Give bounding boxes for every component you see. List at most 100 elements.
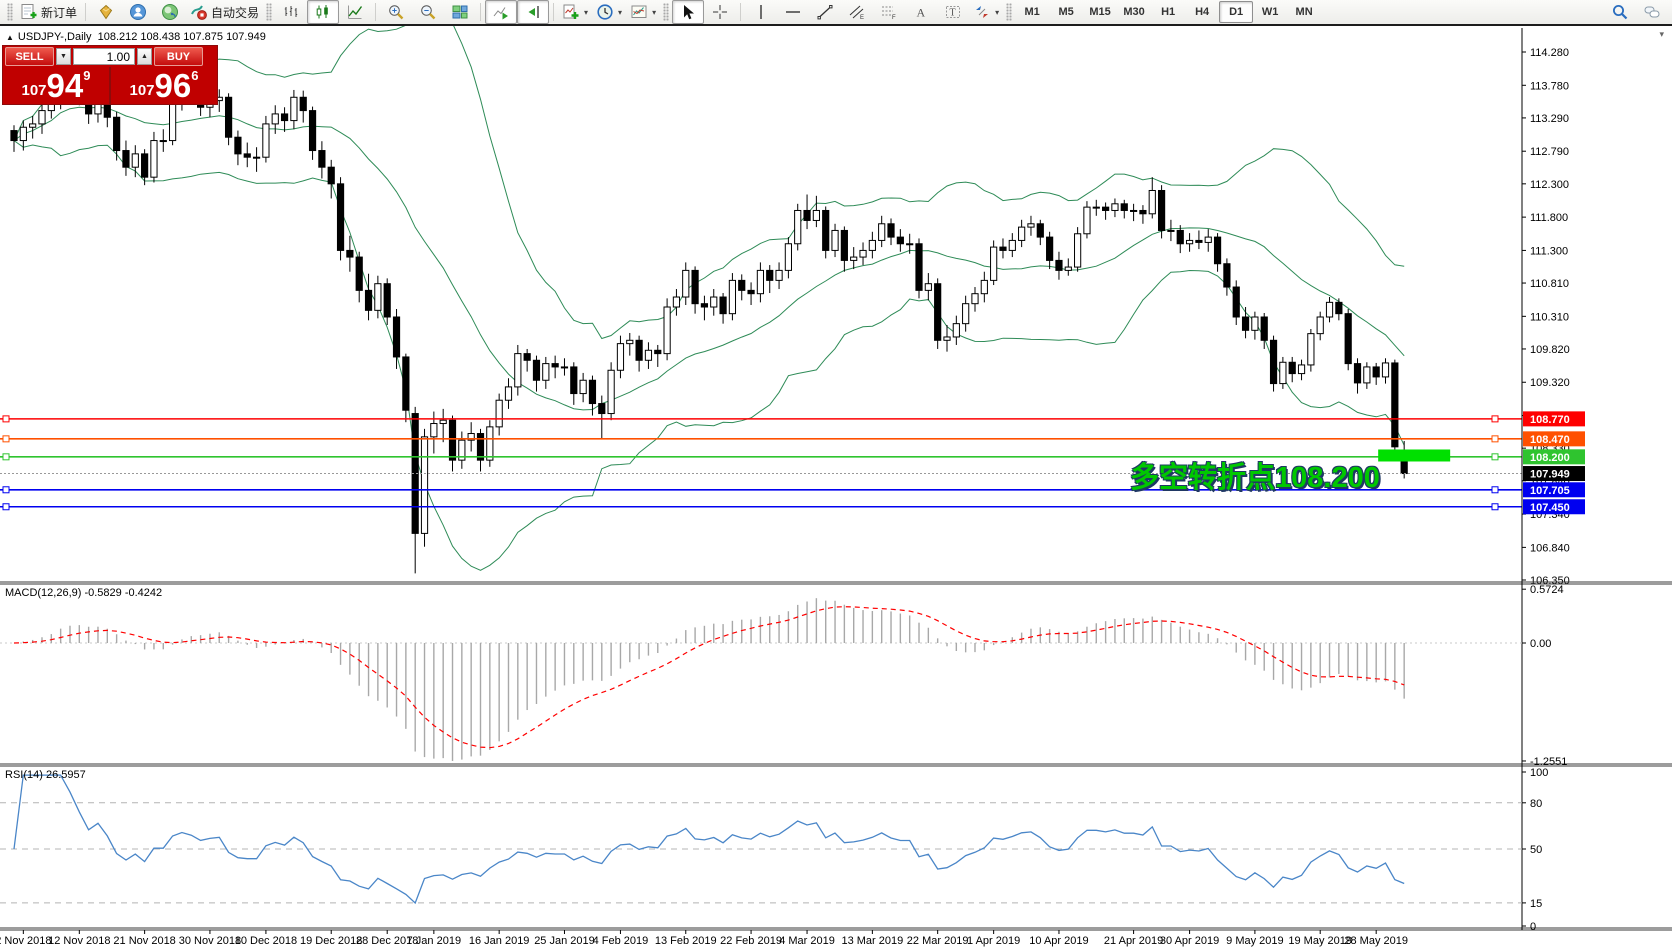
bar-chart-button[interactable]: [275, 0, 307, 24]
periods-caret[interactable]: ▾: [618, 7, 623, 17]
tile-windows-icon: [452, 5, 468, 19]
fibonacci-button[interactable]: F: [873, 0, 905, 24]
svg-text:28 May 2019: 28 May 2019: [1344, 935, 1408, 947]
timeframe-button-H1[interactable]: H1: [1161, 6, 1176, 18]
svg-text:106.840: 106.840: [1530, 542, 1570, 554]
bid-price-pipette: 9: [83, 68, 91, 83]
horizontal-line-icon: [786, 11, 801, 13]
timeframe-button-M5[interactable]: M5: [1058, 6, 1074, 18]
community-button[interactable]: [122, 0, 154, 24]
cursor-arrow-icon: [684, 5, 695, 20]
buy-button[interactable]: BUY: [154, 47, 203, 66]
market-button[interactable]: [90, 0, 122, 24]
svg-text:13 Feb 2019: 13 Feb 2019: [655, 935, 717, 947]
volume-decrease-button[interactable]: ▼: [56, 48, 71, 65]
text-label-button[interactable]: T: [937, 0, 969, 24]
periods-button[interactable]: ▾: [592, 0, 626, 24]
svg-text:T: T: [950, 8, 956, 19]
svg-text:100: 100: [1530, 767, 1548, 779]
zoom-out-button[interactable]: [412, 0, 444, 24]
ask-price-big-digits: 96: [154, 67, 192, 104]
vertical-line-button[interactable]: [745, 0, 777, 24]
volume-increase-button[interactable]: ▲: [137, 48, 152, 65]
trendline-button[interactable]: [809, 0, 841, 24]
svg-text:108.200: 108.200: [1530, 452, 1570, 464]
svg-text:107.949: 107.949: [1530, 469, 1570, 481]
equidistant-channel-button[interactable]: E: [841, 0, 873, 24]
timeframe-button-H4[interactable]: H4: [1195, 6, 1210, 18]
signals-button[interactable]: [154, 0, 186, 24]
zoom-in-icon: [389, 5, 404, 20]
svg-text:A: A: [917, 6, 926, 20]
svg-text:19 May 2019: 19 May 2019: [1288, 935, 1352, 947]
svg-text:12 Nov 2018: 12 Nov 2018: [48, 935, 110, 947]
timeframe-button-D1[interactable]: D1: [1219, 1, 1254, 23]
svg-text:22 Mar 2019: 22 Mar 2019: [907, 935, 969, 947]
ask-price-display[interactable]: 107 96 6: [111, 67, 217, 104]
svg-text:50: 50: [1530, 844, 1542, 856]
search-button[interactable]: [1604, 0, 1636, 24]
community-person-icon: [130, 4, 147, 20]
new-order-label: 新订单: [41, 5, 78, 20]
auto-scroll-button[interactable]: [485, 0, 518, 24]
bid-price-display[interactable]: 107 94 9: [3, 67, 109, 104]
sell-button[interactable]: SELL: [5, 47, 54, 66]
arrows-caret[interactable]: ▾: [995, 7, 1000, 17]
chat-button[interactable]: [1636, 0, 1668, 24]
cursor-button[interactable]: [672, 0, 705, 24]
candlestick-chart-button[interactable]: [307, 0, 340, 24]
macd-indicator-label: MACD(12,26,9) -0.5829 -0.4242: [5, 587, 163, 599]
timeframe-button-M15[interactable]: M15: [1089, 6, 1111, 18]
arrow-up-icon: ▲: [141, 53, 148, 60]
svg-text:108.470: 108.470: [1530, 434, 1570, 446]
collapse-panel-icon[interactable]: ▲: [6, 33, 14, 42]
svg-text:111.800: 111.800: [1530, 212, 1568, 224]
timeframe-button-M1[interactable]: M1: [1024, 6, 1040, 18]
svg-text:113.780: 113.780: [1530, 80, 1569, 92]
svg-text:112.790: 112.790: [1530, 146, 1569, 158]
toolbar-grip: [1006, 3, 1013, 21]
indicators-caret[interactable]: ▾: [584, 7, 589, 17]
indicators-button[interactable]: ▾: [558, 0, 592, 24]
templates-caret[interactable]: ▾: [652, 7, 657, 17]
chart-shift-button[interactable]: [517, 0, 550, 24]
auto-trading-icon: [191, 5, 207, 20]
chart-ohlc-values: 108.212 108.438 107.875 107.949: [97, 31, 266, 43]
svg-text:15: 15: [1530, 898, 1542, 910]
text-button[interactable]: A: [905, 0, 937, 24]
arrows-button[interactable]: ▾: [969, 0, 1003, 24]
volume-input[interactable]: [73, 48, 135, 65]
main-toolbar: 新订单 自动交易: [0, 0, 1672, 26]
auto-scroll-icon: [493, 7, 509, 20]
toolbar-grip: [266, 3, 273, 21]
timeframe-button-MN[interactable]: MN: [1295, 6, 1313, 18]
toolbar-separator: [553, 3, 555, 21]
timeframe-button-M30[interactable]: M30: [1123, 6, 1145, 18]
svg-text:109.820: 109.820: [1530, 344, 1570, 356]
bid-price-prefix: 107: [21, 82, 47, 99]
templates-button[interactable]: ▾: [626, 0, 660, 24]
line-chart-button[interactable]: [339, 0, 371, 24]
svg-text:7 Jan 2019: 7 Jan 2019: [407, 935, 461, 947]
svg-text:107.450: 107.450: [1530, 502, 1570, 514]
svg-text:0: 0: [1530, 921, 1536, 933]
horizontal-line-button[interactable]: [777, 0, 809, 24]
svg-text:9 May 2019: 9 May 2019: [1226, 935, 1283, 947]
timeframe-button-W1[interactable]: W1: [1261, 6, 1279, 18]
text-a-icon: A: [917, 6, 926, 20]
search-icon: [1613, 5, 1628, 20]
turning-point-annotation[interactable]: 多空转折点108.200: [1130, 462, 1380, 494]
svg-text:113.290: 113.290: [1530, 113, 1569, 125]
crosshair-button[interactable]: [704, 0, 736, 24]
svg-text:F: F: [892, 15, 896, 21]
tile-windows-button[interactable]: [444, 0, 476, 24]
ask-price-prefix: 107: [129, 82, 155, 99]
svg-text:28 Dec 2018: 28 Dec 2018: [356, 935, 418, 947]
svg-text:4 Feb 2019: 4 Feb 2019: [593, 935, 649, 947]
bar-chart-icon: [284, 6, 298, 17]
trade-panel-divider: [109, 67, 111, 104]
zoom-in-button[interactable]: [380, 0, 412, 24]
new-order-button[interactable]: 新订单: [16, 0, 81, 24]
auto-trading-button[interactable]: 自动交易: [186, 0, 263, 24]
